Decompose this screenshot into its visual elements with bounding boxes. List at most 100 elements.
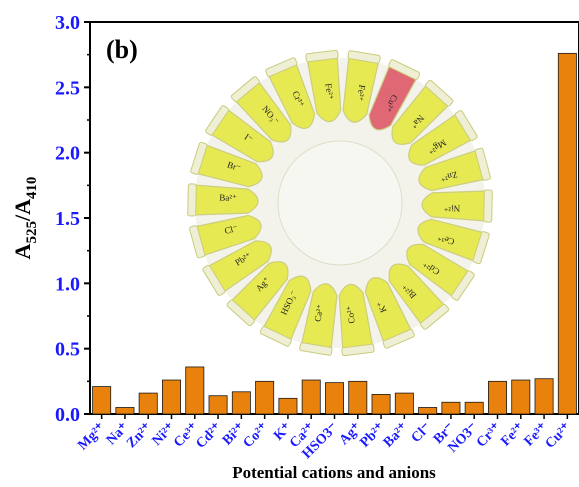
inset-tube-body (194, 214, 262, 257)
inset-tube-body (306, 55, 342, 123)
bar (371, 393, 391, 415)
bar (301, 379, 321, 415)
inset-tube-cap (226, 299, 255, 327)
inset-tube: Ag⁺ (226, 261, 289, 327)
inset-tube-label: Fe²⁺ (323, 83, 335, 101)
inset-tube-cap (259, 325, 292, 347)
y-axis-title-sub2: 410 (24, 177, 40, 200)
inset-tube-body (209, 108, 274, 163)
bar (278, 397, 298, 415)
inset-tube: Ce³⁺ (417, 218, 490, 265)
inset-tube: Ba²⁺ (187, 183, 259, 217)
inset-tube: I⁻ (205, 105, 274, 163)
inset-tube-cap (305, 49, 339, 63)
inset-tube-cap (205, 105, 230, 136)
inset-tube: Ni²⁺ (421, 189, 493, 223)
bar (208, 395, 228, 415)
inset-tube-label: Br⁻ (226, 160, 242, 174)
y-axis-title-sub1: 525 (24, 221, 40, 244)
inset-tube: Bi²⁺ (388, 263, 450, 330)
bar (441, 401, 461, 415)
inset-tube: Ca²⁺ (299, 283, 338, 356)
x-tick-label: Pb²⁺ (358, 420, 388, 450)
inset-tube-cap (388, 59, 421, 81)
inset-tube-body (234, 80, 292, 143)
inset-tube-body (206, 240, 272, 294)
bar (418, 407, 438, 415)
inset-tube-body (342, 55, 380, 123)
inset-tube: Cl⁻ (189, 214, 262, 259)
inset-tube-body (262, 275, 312, 342)
inset-tube-body (417, 218, 485, 263)
inset-tube-body (364, 277, 413, 344)
y-axis-title: A525/A410 (10, 177, 40, 260)
inset-tube-cap (474, 147, 491, 181)
bar (185, 366, 205, 415)
inset-tube-cap (382, 328, 415, 349)
y-tick-label: 0.5 (55, 339, 80, 361)
bar (255, 380, 275, 415)
x-tick-label: Ba²⁺ (381, 420, 411, 450)
bar (534, 378, 554, 415)
inset-tube-cap (420, 303, 450, 330)
inset-tube-cap (347, 50, 381, 64)
inset-tube-cap (190, 141, 208, 175)
inset-tube: Cr³⁺ (265, 57, 316, 129)
bar (511, 379, 531, 415)
y-tick-label: 1.0 (55, 273, 80, 295)
inset-tube: HSO₃⁻ (259, 275, 312, 347)
x-tick-label: Cd²⁺ (193, 420, 224, 451)
inset-tube-label: Zn²⁺ (439, 169, 459, 183)
inset-tube-body (193, 184, 259, 216)
inset-tube: Fe²⁺ (305, 49, 342, 123)
inset-tube-cap (472, 231, 490, 265)
x-tick-label: Ni²⁺ (150, 420, 179, 449)
inset-tube-cap (265, 57, 298, 78)
inset-tube-body (421, 190, 487, 222)
y-tick-label: 2.5 (55, 77, 80, 99)
inset-tube-cap (299, 342, 333, 356)
bar (488, 380, 507, 415)
inset-tube: Cd²⁺ (406, 243, 475, 301)
y-axis-title-slash: /A (10, 199, 35, 222)
inset-tube: Na⁺ (391, 79, 454, 145)
bar (557, 52, 577, 415)
x-tick-label: Fe²⁺ (498, 420, 527, 449)
inset-tube-label: Co²⁺ (345, 305, 357, 324)
inset-tube-label: Cl⁻ (223, 223, 239, 236)
bar (348, 380, 368, 415)
x-axis-ticks: Mg²⁺Na⁺Zn²⁺Ni²⁺Ce³⁺Cd²⁺Bi²⁺Co²⁺ K⁺Ca²⁺HSO… (75, 414, 574, 462)
inset-tube-body (368, 64, 418, 131)
panel-label: (b) (106, 35, 138, 64)
x-tick-label: Cl⁻ (409, 420, 435, 446)
bar (464, 401, 484, 415)
inset-tube-cap (189, 225, 206, 259)
inset-tube: Br⁻ (190, 141, 263, 188)
inset-tube-cap (341, 343, 375, 357)
bar (138, 392, 158, 415)
inset-tube-body (195, 143, 263, 188)
bar (231, 391, 251, 415)
inset-tube-body (230, 261, 289, 323)
inset-tube: Co²⁺ (338, 283, 375, 357)
inset-tube: Cu²⁺ (368, 59, 421, 131)
inset-tube-body (338, 283, 374, 351)
x-tick-label: Cu²⁺ (543, 420, 574, 451)
inset-center-hole (277, 140, 403, 266)
inset-tube-cap (450, 270, 475, 301)
bar (115, 407, 135, 415)
x-tick-label: Co²⁺ (241, 420, 272, 451)
inset-tube: Mg²⁺ (408, 110, 478, 166)
inset-tube-label: Fe³⁺ (355, 84, 368, 102)
inset-tube: Pb²⁺ (202, 240, 272, 296)
y-tick-label: 1.5 (55, 208, 80, 230)
inset-tube-body (388, 263, 446, 326)
inset-tube-label: Ca²⁺ (312, 303, 325, 322)
inset-photo-tube-ring: Fe²⁺ Fe³⁺Cu²⁺Na⁺Mg²⁺ Zn²⁺ Ni²⁺ Ce³⁺Cd²⁺Bi²⁺K… (187, 49, 493, 357)
inset-tube-cap (230, 76, 260, 103)
inset-tube-cap (187, 183, 197, 217)
inset-tube-label: K⁺ (375, 300, 389, 315)
bars-group (92, 52, 577, 415)
inset-tube: Fe³⁺ (342, 50, 381, 123)
